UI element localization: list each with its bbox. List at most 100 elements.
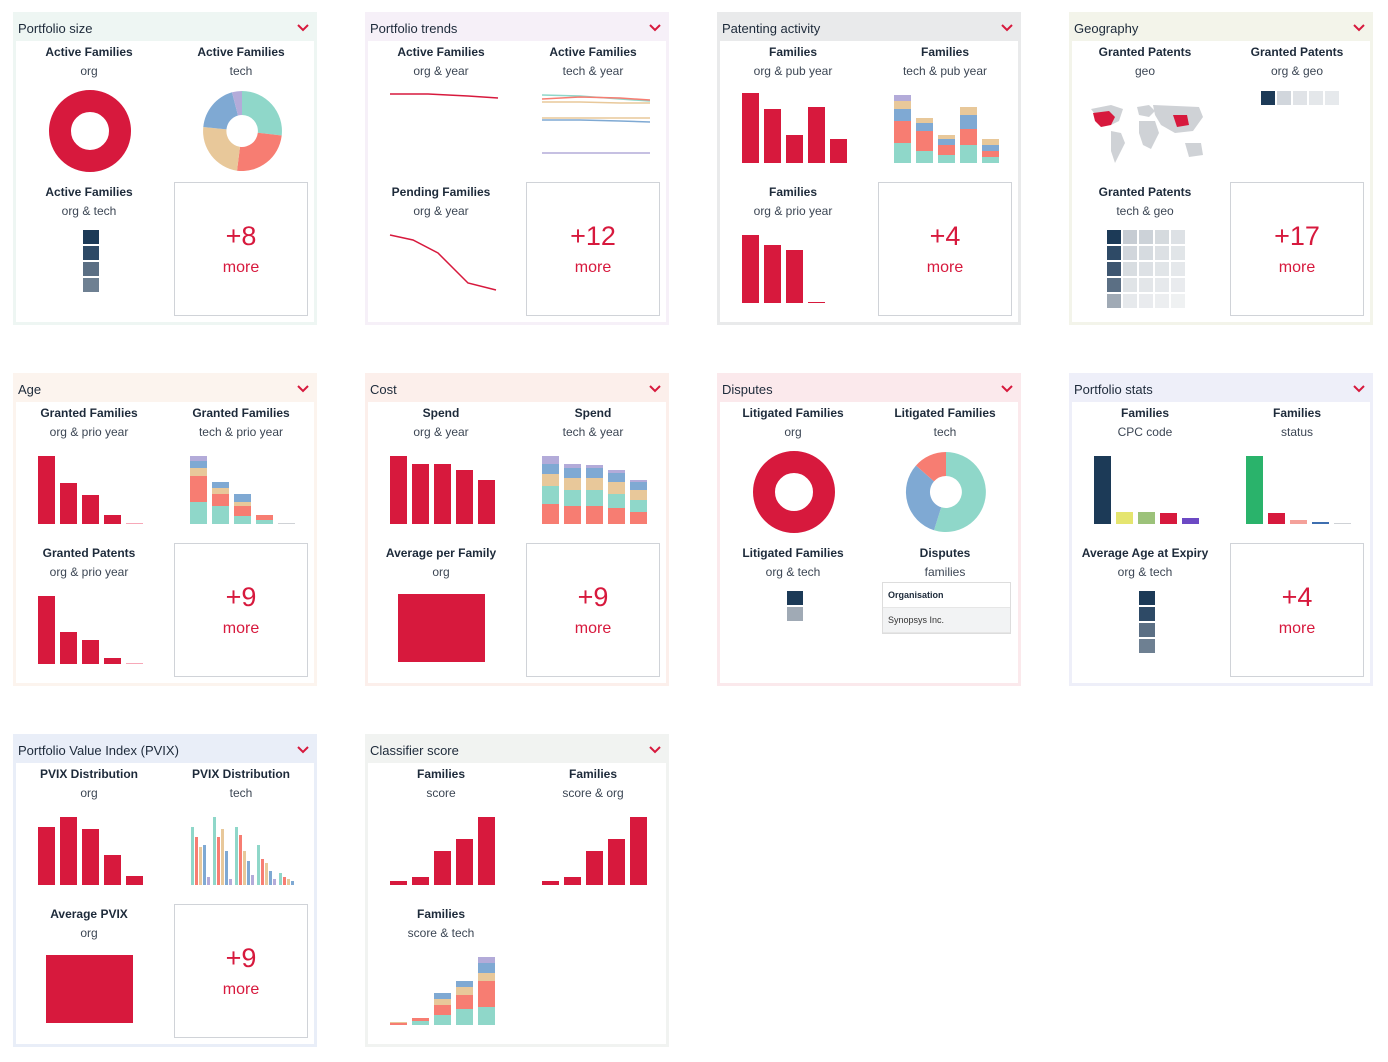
chart-title: Active Families [397, 45, 485, 59]
heatmap-chart[interactable] [1139, 591, 1155, 655]
chart-tile[interactable]: PVIX Distribution tech [171, 767, 311, 800]
chart-tile[interactable]: Families org & pub year [723, 45, 863, 78]
bar [279, 873, 282, 885]
chart-tile[interactable]: Granted Patents tech & geo [1075, 185, 1215, 218]
card-header: Patenting activity [720, 15, 1018, 41]
chart-tile[interactable]: Families org & prio year [723, 185, 863, 218]
card-header: Classifier score [368, 737, 666, 763]
chart-tile[interactable]: Granted Patents org & prio year [19, 546, 159, 579]
chart-tile[interactable]: Average Age at Expiry org & tech [1075, 546, 1215, 579]
more-charts-button[interactable]: +17 more [1230, 182, 1364, 316]
heatmap-chart[interactable] [1107, 230, 1187, 310]
bar-chart[interactable] [36, 594, 148, 666]
chart-subtitle: score [426, 786, 456, 800]
heatmap-chart[interactable] [83, 230, 99, 294]
bar-chart[interactable] [388, 815, 500, 887]
chart-tile[interactable]: Active Families org & tech [19, 185, 159, 218]
chart-tile[interactable]: Active Families tech [171, 45, 311, 78]
chart-tile[interactable]: Disputes families [875, 546, 1015, 579]
line-chart[interactable] [540, 85, 652, 165]
bar [786, 250, 803, 303]
donut-chart[interactable] [49, 90, 131, 172]
bar [60, 632, 77, 664]
bar-chart[interactable] [540, 815, 652, 887]
bar-chart[interactable] [740, 233, 852, 305]
more-charts-button[interactable]: +4 more [878, 182, 1012, 316]
bar-chart[interactable] [388, 454, 500, 526]
bar-chart[interactable] [1244, 454, 1356, 526]
line-chart[interactable] [388, 85, 500, 165]
more-charts-button[interactable]: +9 more [174, 904, 308, 1038]
chevron-down-icon[interactable] [296, 382, 310, 396]
stacked-bar-chart[interactable] [188, 454, 300, 526]
chart-tile[interactable]: Families status [1227, 406, 1367, 439]
chart-tile[interactable]: Litigated Families tech [875, 406, 1015, 439]
table-header: Organisation [883, 583, 1010, 608]
chart-tile[interactable]: Families tech & pub year [875, 45, 1015, 78]
chart-tile[interactable]: Spend org & year [371, 406, 511, 439]
chart-tile[interactable]: PVIX Distribution org [19, 767, 159, 800]
chart-tile[interactable]: Granted Families tech & prio year [171, 406, 311, 439]
chart-tile[interactable]: Families score [371, 767, 511, 800]
chart-tile[interactable]: Average per Family org [371, 546, 511, 579]
value-block[interactable] [398, 594, 485, 662]
chevron-down-icon[interactable] [296, 743, 310, 757]
chart-tile[interactable]: Families CPC code [1075, 406, 1215, 439]
chart-tile[interactable]: Litigated Families org & tech [723, 546, 863, 579]
line-chart[interactable] [388, 225, 500, 305]
chart-tile[interactable]: Pending Families org & year [371, 185, 511, 218]
chart-tile[interactable]: Granted Patents geo [1075, 45, 1215, 78]
bar-chart[interactable] [36, 454, 148, 526]
chart-tile[interactable]: Active Families org & year [371, 45, 511, 78]
heatmap-cell [1123, 246, 1137, 260]
bar [191, 827, 194, 885]
disputes-table[interactable]: Organisation Synopsys Inc. [882, 582, 1011, 634]
bar-chart[interactable] [740, 93, 852, 165]
chart-tile[interactable]: Litigated Families org [723, 406, 863, 439]
card-title: Portfolio trends [370, 20, 458, 36]
more-charts-button[interactable]: +4 more [1230, 543, 1364, 677]
chart-tile[interactable]: Families score & org [523, 767, 663, 800]
bar [207, 877, 210, 885]
chart-tile[interactable]: Granted Patents org & geo [1227, 45, 1367, 78]
chart-tile[interactable]: Granted Families org & prio year [19, 406, 159, 439]
value-block[interactable] [46, 955, 133, 1023]
chevron-down-icon[interactable] [648, 743, 662, 757]
grouped-bar-chart[interactable] [188, 815, 300, 887]
more-charts-button[interactable]: +9 more [526, 543, 660, 677]
chart-tile[interactable]: Average PVIX org [19, 907, 159, 940]
series-line [541, 96, 651, 101]
bar [1160, 513, 1177, 524]
chevron-down-icon[interactable] [1000, 382, 1014, 396]
more-charts-button[interactable]: +9 more [174, 543, 308, 677]
heatmap-chart[interactable] [787, 591, 803, 623]
stacked-bar-chart[interactable] [388, 955, 500, 1027]
chart-tile[interactable]: Spend tech & year [523, 406, 663, 439]
chevron-down-icon[interactable] [648, 21, 662, 35]
bar-chart[interactable] [36, 815, 148, 887]
world-map[interactable] [1089, 103, 1207, 165]
bar [212, 488, 229, 494]
chevron-down-icon[interactable] [648, 382, 662, 396]
bar-chart[interactable] [1092, 454, 1204, 526]
chevron-down-icon[interactable] [1352, 382, 1366, 396]
chart-tile[interactable]: Active Families org [19, 45, 159, 78]
donut-chart[interactable] [201, 90, 283, 172]
donut-chart[interactable] [753, 451, 835, 533]
chevron-down-icon[interactable] [1352, 21, 1366, 35]
chevron-down-icon[interactable] [1000, 21, 1014, 35]
chart-tile[interactable]: Active Families tech & year [523, 45, 663, 78]
chart-subtitle: tech & prio year [198, 425, 284, 439]
bar [478, 480, 495, 524]
more-charts-button[interactable]: +12 more [526, 182, 660, 316]
table-row[interactable]: Synopsys Inc. [883, 608, 1010, 633]
donut-chart[interactable] [905, 451, 987, 533]
stacked-bar-chart[interactable] [892, 93, 1004, 165]
stacked-bar-chart[interactable] [540, 454, 652, 526]
more-charts-button[interactable]: +8 more [174, 182, 308, 316]
chevron-down-icon[interactable] [296, 21, 310, 35]
chart-tile[interactable]: Families score & tech [371, 907, 511, 940]
map-region [1137, 105, 1155, 117]
heatmap-chart[interactable] [1261, 91, 1341, 107]
chart-subtitle: tech & pub year [902, 64, 988, 78]
